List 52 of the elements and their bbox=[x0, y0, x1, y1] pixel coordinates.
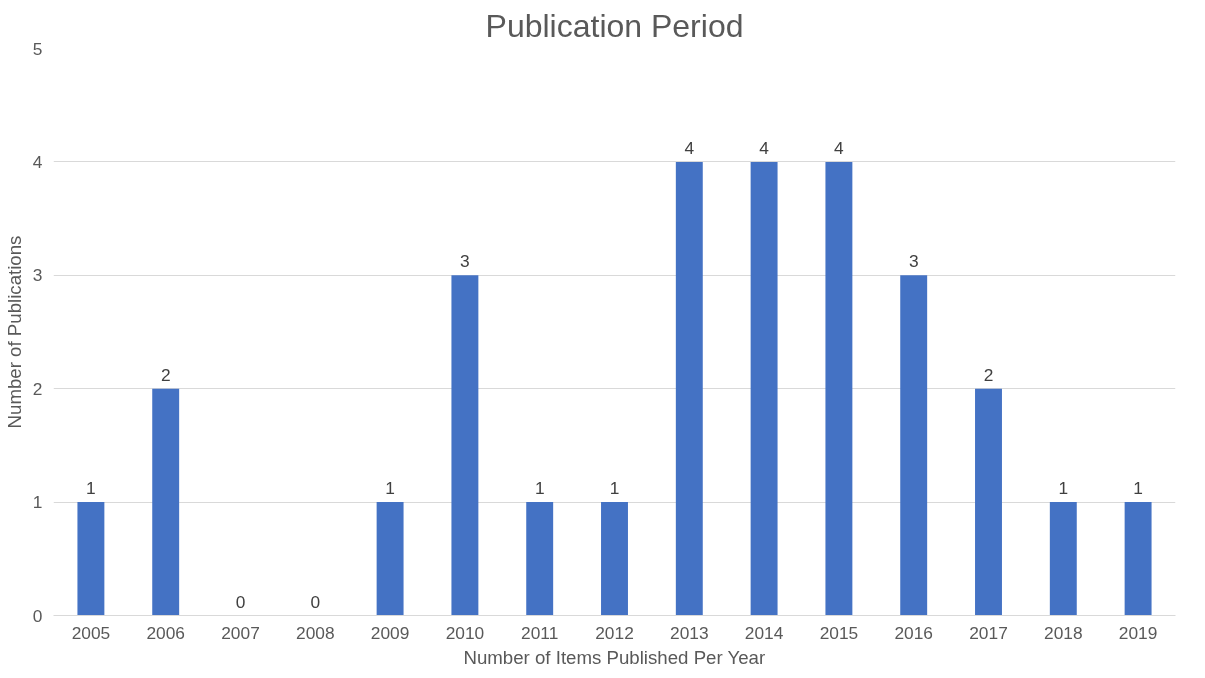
x-tick-label: 2012 bbox=[595, 622, 634, 643]
y-tick-label: 3 bbox=[32, 265, 43, 286]
data-label: 0 bbox=[310, 591, 321, 612]
y-tick-label: 1 bbox=[32, 492, 43, 513]
x-tick-label: 2008 bbox=[296, 622, 335, 643]
data-label: 1 bbox=[385, 478, 395, 499]
bar bbox=[750, 161, 778, 616]
bar bbox=[675, 161, 703, 616]
bar bbox=[1124, 502, 1152, 616]
data-label: 0 bbox=[235, 591, 246, 612]
bar bbox=[825, 161, 853, 616]
data-label: 4 bbox=[684, 137, 695, 158]
bar bbox=[376, 502, 404, 616]
data-label: 1 bbox=[1133, 478, 1143, 499]
y-tick-label: 4 bbox=[32, 151, 43, 172]
data-label: 1 bbox=[86, 478, 96, 499]
bar bbox=[601, 502, 628, 616]
x-tick-label: 2010 bbox=[445, 622, 485, 643]
x-tick-label: 2011 bbox=[521, 622, 559, 643]
bar bbox=[451, 275, 479, 616]
y-tick-label: 0 bbox=[32, 605, 43, 626]
data-label: 4 bbox=[834, 137, 845, 158]
bar bbox=[77, 502, 105, 616]
data-label: 1 bbox=[609, 478, 620, 499]
data-label: 4 bbox=[759, 137, 770, 158]
x-tick-label: 2014 bbox=[744, 622, 784, 643]
x-tick-label: 2018 bbox=[1044, 622, 1083, 643]
y-axis-title: Number of Publications bbox=[3, 235, 25, 429]
data-label: 1 bbox=[534, 478, 545, 499]
data-label: 2 bbox=[160, 364, 171, 385]
data-label: 3 bbox=[460, 251, 470, 272]
bar bbox=[1049, 502, 1077, 616]
x-tick-label: 2009 bbox=[370, 622, 410, 643]
data-label: 1 bbox=[1058, 478, 1069, 499]
data-label: 3 bbox=[908, 251, 919, 272]
x-tick-label: 2006 bbox=[146, 622, 185, 643]
bar bbox=[975, 388, 1002, 616]
x-tick-label: 2015 bbox=[819, 622, 859, 643]
bar bbox=[900, 275, 928, 616]
y-tick-label: 5 bbox=[32, 38, 43, 59]
y-tick-label: 2 bbox=[32, 378, 43, 399]
x-tick-label: 2019 bbox=[1118, 622, 1158, 643]
bar bbox=[526, 502, 554, 616]
x-tick-label: 2005 bbox=[71, 622, 111, 643]
bar bbox=[152, 388, 180, 616]
x-tick-label: 2013 bbox=[670, 622, 709, 643]
x-tick-label: 2017 bbox=[969, 622, 1008, 643]
x-tick-label: 2007 bbox=[221, 622, 260, 643]
chart-title: Publication Period bbox=[485, 7, 744, 44]
x-tick-label: 2016 bbox=[894, 622, 933, 643]
x-axis-title: Number of Items Published Per Year bbox=[463, 646, 766, 668]
data-label: 2 bbox=[983, 364, 994, 385]
